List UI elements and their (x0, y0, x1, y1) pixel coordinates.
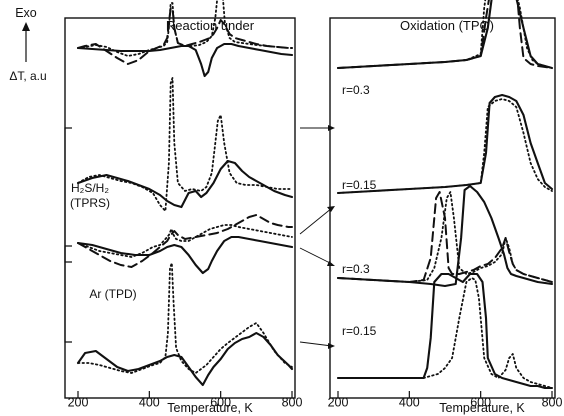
connector-arrowhead-3 (327, 261, 335, 266)
tprs-bracket (64, 127, 72, 263)
r-label-3: r=0.3 (342, 262, 370, 276)
curve-solid-7 (336, 184, 554, 288)
x-tick-label: 400 (399, 395, 420, 409)
panel-oxidation: Oxidation (TPO) 200 400 600 800 Temperature… (328, 0, 563, 415)
curve-solid-9 (76, 331, 294, 387)
curve-dotted-6 (337, 191, 553, 283)
reaction-curves (76, 0, 294, 387)
connector-arrowhead-1 (328, 125, 335, 131)
x-tick-label: 800 (282, 395, 303, 409)
curve-dotted-9 (337, 277, 553, 389)
curve-solid-4 (76, 159, 294, 209)
curve-dotted-3 (77, 77, 293, 212)
connector-arrowhead-4 (328, 343, 335, 349)
oxidation-panel-title: Oxidation (TPO) (400, 18, 494, 33)
reaction-panel-title: Reaction under (166, 18, 255, 33)
delta-t-label: ΔT, a.u (9, 69, 46, 83)
tprs-label: (TPRS) (70, 196, 110, 210)
x-tick-label: 200 (328, 395, 349, 409)
connector-arrow-4 (299, 341, 333, 347)
curve-dotted-4 (337, 98, 553, 194)
oxidation-x-ticks: 200 400 600 800 (328, 391, 563, 409)
right-curve-labels: r=0.3 r=0.15 r=0.3 r=0.15 (342, 83, 377, 338)
exo-label: Exo (15, 6, 37, 20)
exo-arrow-icon (22, 22, 30, 31)
r-label-4: r=0.15 (342, 324, 377, 338)
x-tick-label: 600 (210, 395, 231, 409)
oxidation-curves (336, 0, 554, 390)
curve-dashed-5 (77, 214, 293, 268)
r-label-2: r=0.15 (342, 178, 377, 192)
curve-dotted-8 (77, 262, 293, 374)
group-brackets: H₂S/H₂ (TPRS) Ar (TPD) (64, 127, 137, 343)
curve-solid-7 (76, 235, 294, 275)
oxidation-x-axis-label: Temperature, K (439, 401, 525, 415)
curve-dashed-0 (77, 7, 293, 65)
r-label-1: r=0.3 (342, 83, 370, 97)
curve-solid-2 (76, 42, 294, 78)
tpd-bracket (64, 245, 72, 343)
reaction-x-ticks: 200 400 600 800 (68, 391, 303, 409)
connector-arrowhead-2 (327, 206, 335, 212)
panel-reaction: Reaction under 200 400 600 800 Temperature,… (64, 0, 303, 415)
x-tick-label: 600 (470, 395, 491, 409)
x-tick-label: 200 (68, 395, 89, 409)
y-axis-annotation: Exo ΔT, a.u (9, 6, 46, 83)
h2s-h2-label: H₂S/H₂ (71, 181, 109, 195)
connector-arrow-3 (299, 247, 333, 265)
x-tick-label: 800 (542, 395, 563, 409)
connector-arrow-2 (299, 207, 333, 235)
curve-dotted-6 (77, 224, 293, 258)
oxidation-panel-frame (329, 17, 556, 399)
ar-tpd-label: Ar (TPD) (89, 287, 136, 301)
curve-solid-8 (336, 272, 554, 390)
x-tick-label: 400 (139, 395, 160, 409)
connector-arrows (299, 125, 335, 349)
reaction-x-axis-label: Temperature, K (167, 401, 253, 415)
curve-dotted-1 (77, 0, 293, 57)
curve-dotted-2 (337, 0, 553, 69)
